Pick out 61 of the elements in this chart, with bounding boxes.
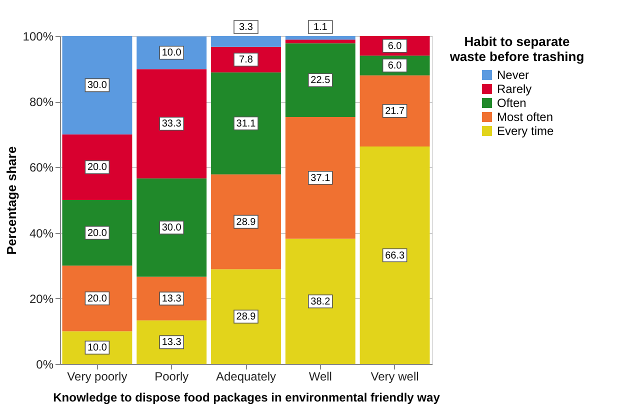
bar bbox=[211, 72, 281, 174]
bar bbox=[136, 178, 207, 277]
bar bbox=[211, 36, 281, 47]
legend-label: Often bbox=[497, 96, 526, 110]
x-tick-label: Poorly bbox=[154, 370, 189, 384]
data-label: 20.0 bbox=[87, 162, 108, 174]
bar bbox=[285, 40, 356, 44]
bar bbox=[360, 146, 430, 364]
data-label: 13.3 bbox=[162, 337, 182, 348]
legend-label: Most often bbox=[497, 110, 554, 124]
legend-label: Never bbox=[497, 68, 530, 82]
data-label: 28.9 bbox=[236, 216, 256, 228]
bar bbox=[211, 269, 281, 364]
data-label: 6.0 bbox=[388, 40, 402, 52]
data-label: 22.5 bbox=[310, 75, 331, 86]
y-tick-label: 100% bbox=[22, 30, 54, 44]
y-tick-label: 80% bbox=[29, 95, 54, 110]
data-label: 20.0 bbox=[87, 228, 108, 239]
y-tick-label: 40% bbox=[29, 226, 54, 240]
data-label: 6.0 bbox=[388, 60, 402, 72]
data-label: 37.1 bbox=[310, 172, 331, 184]
legend-title: Habit to separate waste before trashing bbox=[448, 34, 584, 64]
data-label: 7.8 bbox=[239, 54, 254, 66]
bar bbox=[285, 36, 356, 40]
data-label: 13.3 bbox=[162, 294, 182, 305]
y-tick-label: 60% bbox=[29, 160, 54, 175]
bar bbox=[136, 69, 207, 178]
bar bbox=[62, 200, 132, 266]
x-tick-label: Very poorly bbox=[67, 370, 128, 384]
bar bbox=[136, 276, 207, 320]
bar bbox=[62, 36, 132, 134]
data-label: 10.0 bbox=[162, 48, 182, 59]
y-tick-label: 20% bbox=[29, 292, 54, 306]
bar bbox=[360, 75, 430, 147]
data-label: 31.1 bbox=[236, 118, 256, 130]
y-axis-title: Percentage share bbox=[4, 146, 19, 255]
data-label: 1.1 bbox=[313, 22, 328, 33]
data-label: 28.9 bbox=[236, 312, 256, 323]
data-label: 20.0 bbox=[87, 293, 108, 304]
data-label: 38.2 bbox=[310, 296, 331, 308]
bar bbox=[285, 43, 356, 118]
data-label: 3.3 bbox=[239, 22, 254, 33]
legend-label: Rarely bbox=[497, 82, 532, 96]
bar bbox=[285, 238, 356, 364]
data-label: 30.0 bbox=[162, 222, 182, 234]
bar bbox=[62, 266, 132, 332]
data-label: 33.3 bbox=[162, 118, 182, 130]
bar bbox=[62, 134, 132, 200]
x-tick-label: Well bbox=[308, 370, 332, 384]
bar bbox=[211, 174, 281, 270]
y-tick-label: 0% bbox=[36, 358, 54, 372]
bar bbox=[136, 320, 207, 364]
data-label: 10.0 bbox=[87, 342, 108, 354]
bar bbox=[285, 117, 356, 239]
data-label: 21.7 bbox=[385, 106, 405, 117]
legend-label: Every time bbox=[497, 124, 554, 138]
data-label: 66.3 bbox=[385, 250, 405, 262]
x-tick-label: Very well bbox=[370, 370, 419, 384]
x-axis-title: Knowledge to dispose food packages in environmental friendly way bbox=[53, 390, 440, 404]
data-label: 30.0 bbox=[87, 80, 108, 92]
x-tick-label: Adequately bbox=[216, 370, 276, 384]
